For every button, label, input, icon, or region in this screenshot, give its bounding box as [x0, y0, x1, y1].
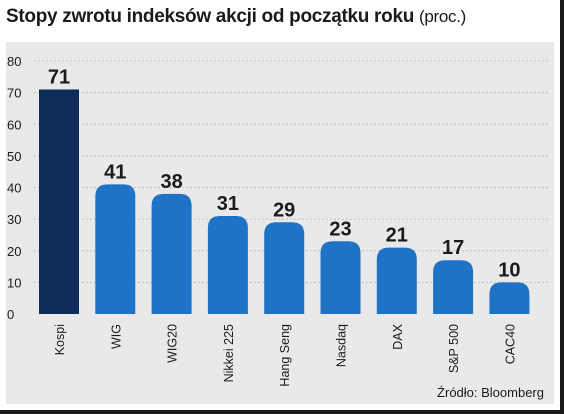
- data-label: 41: [104, 161, 126, 183]
- title-unit: (proc.): [419, 7, 467, 26]
- bar: [95, 184, 136, 314]
- x-tick-label: CAC40: [503, 324, 517, 364]
- data-label: 21: [386, 225, 408, 247]
- y-tick-label: 20: [7, 244, 21, 259]
- bar: [433, 260, 474, 314]
- y-tick-label: 50: [7, 149, 21, 164]
- data-label: 29: [273, 199, 295, 221]
- data-label: 71: [48, 66, 70, 88]
- data-label: 38: [160, 171, 182, 193]
- x-tick-label: WIG: [109, 324, 123, 349]
- x-tick-label: WIG20: [166, 324, 180, 363]
- x-tick-label: S&P 500: [447, 324, 461, 373]
- data-label: 23: [329, 218, 351, 240]
- x-tick-label: DAX: [391, 323, 405, 349]
- chart-title: Stopy zwrotu indeksów akcji od początku …: [6, 6, 466, 28]
- data-label: 31: [217, 193, 239, 215]
- y-tick-label: 30: [7, 212, 21, 227]
- y-tick-label: 0: [7, 307, 14, 322]
- bar: [207, 215, 248, 314]
- bar: [151, 193, 192, 314]
- title-main: Stopy zwrotu indeksów akcji od początku …: [6, 6, 415, 27]
- y-tick-label: 60: [7, 117, 21, 132]
- bar: [264, 222, 305, 314]
- y-tick-label: 80: [7, 54, 21, 69]
- source-note: Źródło: Bloomberg: [437, 385, 544, 400]
- y-tick-label: 70: [7, 86, 21, 101]
- y-tick-label: 10: [7, 275, 21, 290]
- data-label: 10: [498, 259, 520, 281]
- bar: [376, 247, 417, 314]
- bar: [320, 241, 361, 314]
- bar: [39, 89, 79, 315]
- x-tick-label: Hang Seng: [278, 324, 292, 387]
- bar: [489, 282, 530, 314]
- x-tick-label: Kospi: [53, 324, 67, 355]
- x-tick-label: Nasdaq: [335, 324, 349, 367]
- y-tick-label: 40: [7, 181, 21, 196]
- data-label: 17: [442, 237, 464, 259]
- x-tick-label: Nikkei 225: [222, 324, 236, 382]
